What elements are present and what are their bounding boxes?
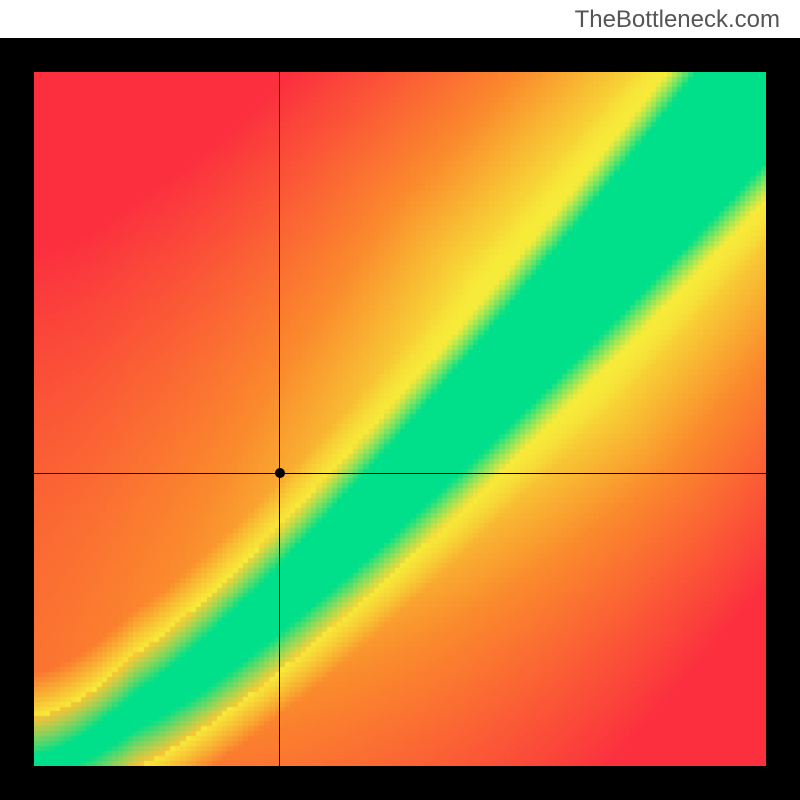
chart-container: TheBottleneck.com (0, 0, 800, 800)
plot-frame (0, 38, 800, 800)
heatmap-canvas (34, 72, 766, 766)
crosshair-vertical (279, 72, 280, 766)
crosshair-marker (275, 468, 285, 478)
watermark-text: TheBottleneck.com (575, 6, 780, 34)
crosshair-horizontal (34, 473, 766, 474)
